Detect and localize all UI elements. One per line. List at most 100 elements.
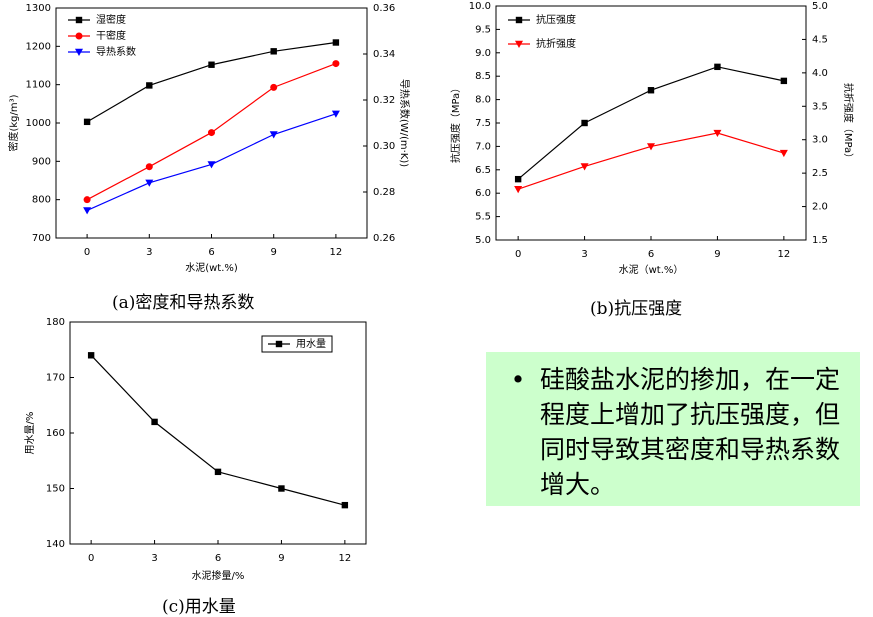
y2-tick-label: 0.32: [373, 95, 395, 106]
y2-tick-label: 0.34: [373, 49, 395, 60]
y2-tick-label: 5.0: [812, 1, 828, 12]
summary-note: • 硅酸盐水泥的掺加，在一定程度上增加了抗压强度，但同时导致其密度和导热系数增大…: [486, 352, 860, 506]
y-tick-label: 1200: [26, 41, 51, 52]
data-point: [87, 352, 95, 359]
x-tick-label: 3: [581, 249, 587, 260]
legend-marker: [75, 48, 83, 56]
bullet-icon: •: [510, 365, 526, 394]
chart-water-usage: 0 3 6 9 12 140 150 160 170 180 水泥掺量/% 用水量/% 用水量: [24, 317, 367, 582]
legend-label: 抗压强度: [536, 13, 576, 26]
x-axis-title: 水泥（wt.%）: [619, 263, 684, 276]
y-axis-title: 密度(kg/m³): [7, 94, 20, 151]
y2-tick-label: 0.28: [373, 187, 395, 198]
chart-density-thermal: 0 3 6 9 12 700 800 900 1000 1100 1200 1300 0.26 0.28 0…: [7, 3, 411, 274]
legend-label: 湿密度: [96, 13, 126, 26]
x-tick-label: 9: [714, 249, 720, 260]
caption-a: (a)密度和导热系数: [112, 293, 255, 313]
y-tick-label: 5.5: [475, 212, 491, 223]
data-point: [780, 77, 788, 85]
data-point: [714, 63, 721, 71]
y-tick-label: 170: [46, 373, 65, 384]
y-axis-title: 抗压强度（MPa）: [449, 83, 462, 163]
data-point: [146, 82, 153, 89]
y2-tick-label: 3.0: [812, 135, 828, 146]
y-tick-label: 9.5: [475, 24, 491, 35]
data-point: [83, 207, 92, 215]
data-point: [83, 118, 91, 126]
data-point: [514, 185, 523, 194]
data-point: [331, 110, 340, 118]
legend-label: 抗折强度: [536, 37, 576, 50]
y-tick-label: 1000: [26, 118, 51, 129]
data-point: [214, 468, 222, 476]
x-tick-label: 12: [330, 247, 343, 258]
data-point: [208, 129, 215, 137]
y2-axis-title: 导热系数(W/(m·K)): [398, 79, 411, 167]
y2-tick-label: 2.0: [812, 202, 828, 213]
y-tick-label: 5.0: [475, 235, 491, 246]
data-point: [514, 175, 522, 183]
caption-b: (b)抗压强度: [590, 299, 683, 319]
y-axis-title: 用水量/%: [24, 412, 36, 455]
legend-label: 导热系数: [96, 45, 136, 58]
y-tick-label: 900: [32, 156, 51, 167]
y-tick-label: 140: [46, 539, 65, 550]
y2-tick-label: 0.26: [373, 233, 395, 244]
data-point: [581, 119, 588, 127]
y-tick-label: 9.0: [475, 48, 491, 59]
y2-tick-label: 4.5: [812, 34, 828, 45]
x-tick-label: 0: [88, 553, 94, 564]
x-tick-label: 3: [146, 247, 152, 258]
data-point: [580, 163, 589, 171]
y-tick-label: 1300: [26, 3, 51, 14]
chart-strength: 0 3 6 9 12 5.0 5.5 6.0 6.5 7.0 7.5 8.0 8.5 9.0 9.5 10.0…: [449, 1, 855, 276]
data-point: [270, 83, 278, 91]
series-line: [90, 354, 346, 506]
x-tick-label: 9: [278, 553, 284, 564]
y-tick-label: 6.0: [475, 188, 491, 199]
data-point: [145, 163, 153, 171]
x-tick-label: 0: [515, 249, 521, 260]
data-point: [332, 60, 340, 68]
y-tick-label: 6.5: [475, 165, 491, 176]
y-tick-label: 700: [32, 233, 51, 244]
series-line: [517, 132, 785, 190]
y-tick-label: 7.5: [475, 118, 491, 129]
y2-tick-label: 0.30: [373, 141, 395, 152]
legend-label: 用水量: [296, 338, 326, 350]
data-point: [151, 418, 158, 426]
y2-tick-label: 0.36: [373, 3, 395, 14]
x-axis-title: 水泥(wt.%): [185, 261, 238, 274]
x-tick-label: 12: [777, 249, 790, 260]
legend-marker: [75, 32, 83, 40]
y2-tick-label: 1.5: [812, 235, 828, 246]
data-point: [713, 129, 722, 138]
data-point: [647, 87, 655, 94]
y-tick-label: 7.0: [475, 141, 491, 152]
y-tick-label: 10.0: [469, 1, 491, 12]
y-tick-label: 180: [46, 317, 65, 328]
y-tick-label: 8.0: [475, 95, 491, 106]
data-point: [145, 179, 154, 187]
y-tick-label: 160: [46, 428, 65, 439]
x-tick-label: 6: [215, 553, 221, 564]
legend-marker: [515, 16, 523, 24]
data-point: [207, 161, 216, 169]
data-point: [647, 143, 655, 151]
data-point: [83, 196, 91, 204]
plot-frame: [69, 321, 367, 545]
caption-c: (c)用水量: [162, 597, 236, 617]
data-point: [208, 61, 215, 68]
legend-marker: [515, 40, 523, 48]
data-point: [278, 485, 285, 492]
x-axis-title: 水泥掺量/%: [192, 569, 245, 582]
y-tick-label: 800: [32, 195, 51, 206]
x-tick-label: 6: [208, 247, 214, 258]
x-tick-label: 3: [151, 553, 157, 564]
x-tick-label: 0: [84, 247, 90, 258]
data-point: [270, 48, 277, 55]
y2-tick-label: 3.5: [812, 101, 828, 112]
y2-axis-title: 抗折强度（MPa）: [842, 83, 855, 163]
legend-label: 干密度: [96, 29, 126, 42]
data-point: [341, 501, 349, 509]
